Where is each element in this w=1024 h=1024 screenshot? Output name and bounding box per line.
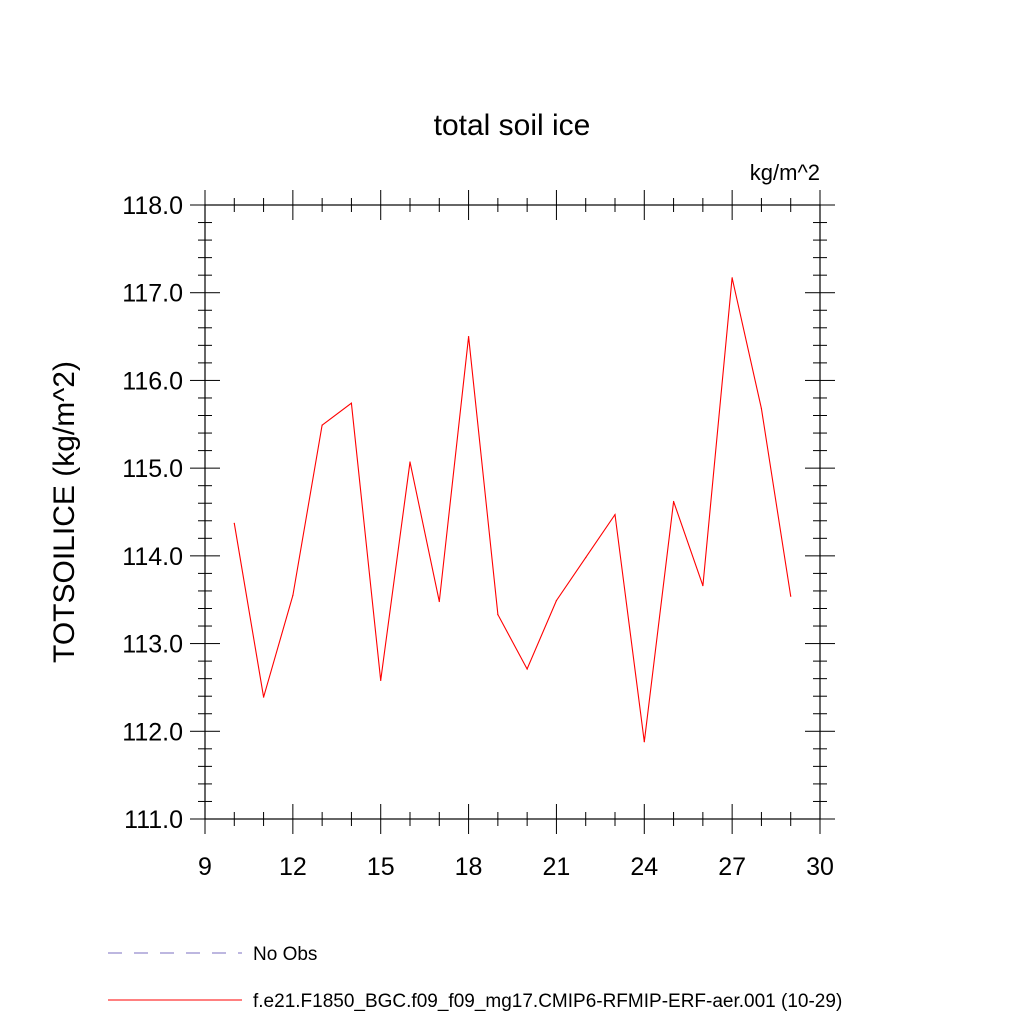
x-tick-label: 30 [806, 853, 834, 881]
y-tick-label: 111.0 [124, 806, 183, 834]
x-tick-label: 15 [367, 853, 395, 881]
y-tick-label: 115.0 [122, 455, 183, 483]
x-tick-label: 9 [198, 853, 212, 881]
x-tick-label: 21 [543, 853, 571, 881]
legend-no-obs-label: No Obs [253, 944, 317, 965]
x-tick-label: 12 [279, 853, 307, 881]
data-point [643, 741, 645, 743]
y-tick-label: 118.0 [122, 192, 183, 220]
x-tick-label: 18 [455, 853, 483, 881]
y-tick-label: 116.0 [122, 367, 183, 395]
x-tick-label: 24 [630, 853, 658, 881]
data-point [497, 614, 499, 616]
chart-title: total soil ice [434, 109, 591, 142]
plot-frame [204, 204, 821, 820]
data-point [467, 335, 470, 338]
series-group [233, 277, 792, 743]
y-tick-labels: 111.0 112.0 113.0 114.0 115.0 116.0 117.0 118.0 [122, 192, 183, 834]
units-label: kg/m^2 [750, 160, 820, 185]
data-point [233, 522, 235, 525]
x-tick-labels: 9 12 15 18 21 24 27 30 [198, 853, 834, 881]
data-point [292, 594, 294, 596]
data-point [760, 407, 763, 410]
data-point [614, 514, 616, 516]
data-point [672, 500, 675, 503]
data-point [790, 595, 792, 597]
axis-ticks [190, 190, 835, 834]
series-line [233, 277, 792, 742]
legend-model-label: f.e21.F1850_BGC.f09_f09_mg17.CMIP6-RFMIP… [253, 991, 842, 1012]
data-point [585, 557, 587, 559]
data-point [380, 679, 382, 682]
data-point [262, 696, 265, 698]
y-tick-label: 117.0 [122, 280, 183, 308]
data-point [526, 668, 528, 670]
x-tick-label: 27 [718, 853, 746, 881]
y-axis-label: TOTSOILICE (kg/m^2) [48, 361, 81, 663]
data-point [350, 402, 353, 404]
y-tick-label: 113.0 [122, 631, 183, 659]
data-point [702, 585, 704, 587]
y-tick-label: 112.0 [122, 718, 183, 746]
data-point [438, 600, 440, 603]
y-tick-label: 114.0 [122, 543, 183, 571]
data-point [321, 424, 323, 426]
data-point [731, 277, 733, 279]
data-point [409, 461, 411, 463]
data-point [555, 599, 558, 602]
